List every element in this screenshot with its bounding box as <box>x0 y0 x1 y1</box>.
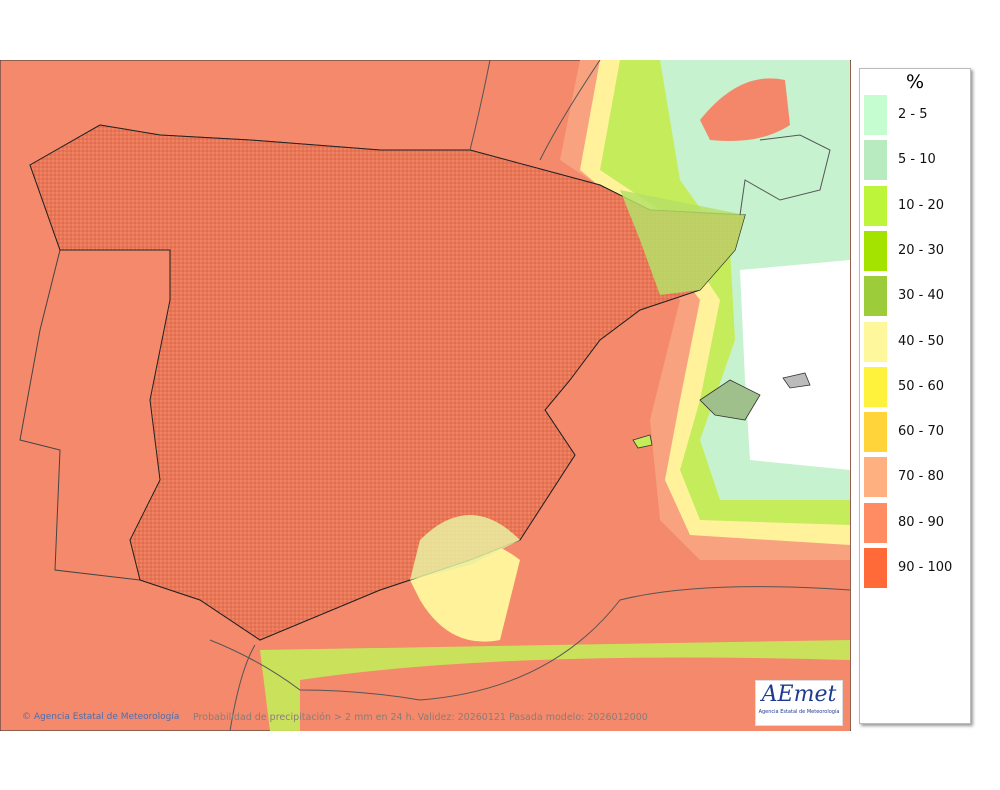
legend-item: 10 - 20 <box>864 185 968 226</box>
legend-label: 60 - 70 <box>898 424 945 440</box>
legend-label: 5 - 10 <box>898 152 936 168</box>
legend-label: 90 - 100 <box>898 560 953 575</box>
legend-swatch <box>864 185 887 226</box>
spain <box>29 124 746 641</box>
legend-label: 20 - 30 <box>898 242 945 258</box>
legend-swatch <box>864 95 887 135</box>
legend-swatch <box>864 548 887 588</box>
legend-item: 30 - 40 <box>864 276 968 317</box>
legend-swatch <box>864 276 887 317</box>
legend-swatch <box>864 140 887 181</box>
ibiza <box>632 434 653 449</box>
legend: % 2 - 5 5 - 10 10 - 20 20 - 30 30 - 40 40 - 5… <box>859 68 971 724</box>
zone-80-90 <box>700 78 790 141</box>
legend-item: 5 - 10 <box>864 140 968 181</box>
legend-item: 60 - 70 <box>864 412 968 453</box>
coastline <box>209 60 851 701</box>
logo-subtitle: Agencia Estatal de Meteorología <box>758 709 840 715</box>
zone-below <box>740 260 850 470</box>
mallorca <box>699 379 761 421</box>
legend-swatch <box>864 412 887 453</box>
legend-item: 70 - 80 <box>864 457 968 498</box>
zone-catalonia <box>620 190 745 295</box>
legend-label: 10 - 20 <box>898 197 945 213</box>
legend-swatch <box>864 230 887 271</box>
logo-brand: AEmet <box>761 682 837 707</box>
credit: © Agencia Estatal de Meteorología <box>22 712 180 722</box>
coastline <box>469 60 831 216</box>
zone-africa <box>300 657 850 731</box>
precipitation-map <box>0 60 851 731</box>
menorca <box>782 372 811 389</box>
legend-label: 70 - 80 <box>898 469 945 485</box>
legend-label: 50 - 60 <box>898 378 945 394</box>
logo: AEmet Agencia Estatal de Meteorología <box>755 680 843 726</box>
zone-murcia <box>410 515 520 580</box>
legend-label: 80 - 90 <box>898 514 945 530</box>
legend-swatch <box>864 457 887 498</box>
legend-item: 50 - 60 <box>864 366 968 407</box>
legend-item: 20 - 30 <box>864 230 968 271</box>
legend-item: 40 - 50 <box>864 321 968 362</box>
legend-swatch <box>864 366 887 407</box>
coastline <box>229 644 256 731</box>
legend-item: 80 - 90 <box>864 502 968 543</box>
legend-label: 40 - 50 <box>898 333 945 349</box>
credit-text: Agencia Estatal de Meteorología <box>33 712 180 722</box>
legend-item: 2 - 5 <box>864 95 968 135</box>
legend-title: % <box>905 71 925 93</box>
caption: Probabilidad de precipitación > 2 mm en … <box>193 712 648 723</box>
legend-swatch <box>864 502 887 543</box>
legend-swatch <box>864 321 887 362</box>
legend-item: 90 - 100 <box>864 548 968 588</box>
legend-label: 30 - 40 <box>898 288 945 304</box>
legend-label: 2 - 5 <box>898 107 928 122</box>
